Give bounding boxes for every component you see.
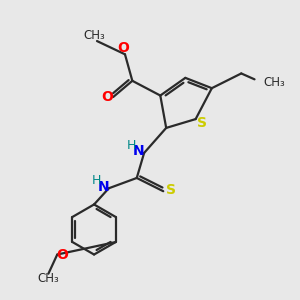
Text: H: H <box>127 139 136 152</box>
Text: N: N <box>98 180 109 194</box>
Text: S: S <box>197 116 207 130</box>
Text: CH₃: CH₃ <box>263 76 285 89</box>
Text: CH₃: CH₃ <box>38 272 59 286</box>
Text: N: N <box>133 145 145 158</box>
Text: O: O <box>101 90 113 104</box>
Text: CH₃: CH₃ <box>83 29 105 42</box>
Text: O: O <box>57 248 68 262</box>
Text: S: S <box>166 183 176 197</box>
Text: H: H <box>92 174 101 188</box>
Text: O: O <box>118 41 129 56</box>
